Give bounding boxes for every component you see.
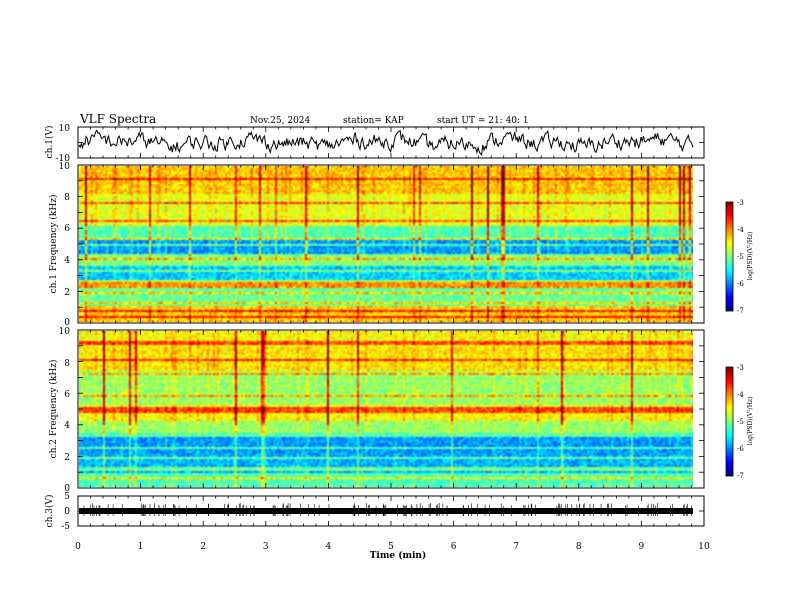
ch2-cbar-tick-e: -7 bbox=[737, 472, 744, 480]
ch1-colorbar-gradient bbox=[725, 201, 734, 312]
time-axis-ticks: 0 1 2 3 4 5 6 7 8 9 10 bbox=[75, 542, 710, 552]
ch1-spec-ylabel: ch.1 Frequency (kHz) bbox=[48, 195, 59, 294]
time-tick-label: 6 bbox=[451, 542, 457, 552]
ch3-waveform-panel: 5 0 -5 ch.3(V) bbox=[44, 492, 705, 532]
time-tick-label: 7 bbox=[513, 542, 519, 552]
ch3-ytick-mid: 0 bbox=[64, 507, 70, 517]
ch2-cbar-label: log(PSD)(V²/Hz) bbox=[747, 397, 754, 446]
ch1-ylabel: ch.1(V) bbox=[44, 126, 55, 159]
ch3-ylabel: ch.3(V) bbox=[44, 495, 55, 528]
ch3-waveform-ticks bbox=[77, 495, 705, 527]
ch1-spectrogram-image bbox=[79, 166, 693, 322]
ch2-spec-ytick-8: 8 bbox=[64, 359, 70, 369]
time-tick-label: 0 bbox=[75, 542, 81, 552]
time-tick-label: 3 bbox=[263, 542, 269, 552]
ch1-cbar-tick-c: -5 bbox=[737, 253, 744, 261]
ch1-spec-ytick-0: 0 bbox=[64, 318, 70, 328]
ch2-cbar-tick-d: -6 bbox=[737, 445, 744, 453]
time-tick-label: 5 bbox=[388, 542, 394, 552]
time-tick-label: 2 bbox=[200, 542, 206, 552]
ch3-waveform-spikes bbox=[83, 503, 692, 516]
ch1-waveform-ticks bbox=[77, 126, 705, 159]
ch1-cbar-tick-b: -4 bbox=[737, 226, 744, 234]
ch2-spec-ytick-0: 0 bbox=[64, 484, 70, 494]
time-tick-label: 4 bbox=[326, 542, 332, 552]
ch2-colorbar: -3 -4 -5 -6 -7 log(PSD)(V²/Hz) bbox=[725, 364, 754, 480]
ch2-cbar-tick-c: -5 bbox=[737, 418, 744, 426]
ch1-spectrogram-ticks bbox=[77, 164, 705, 324]
figure-title: VLF Spectra bbox=[79, 112, 156, 126]
ch1-cbar-tick-e: -7 bbox=[737, 307, 744, 315]
ch2-spec-ytick-4: 4 bbox=[64, 421, 70, 431]
start-time-label: start UT = 21: 40: 1 bbox=[437, 116, 529, 126]
ch2-spec-ytick-6: 6 bbox=[64, 390, 70, 400]
ch2-spectrogram-panel: 0 2 4 6 8 10 ch.2 Frequency (kHz) bbox=[48, 327, 705, 494]
time-axis-label: Time (min) bbox=[370, 550, 427, 561]
ch1-spec-ytick-8: 8 bbox=[64, 193, 70, 203]
time-tick-label: 9 bbox=[639, 542, 645, 552]
time-tick-label: 10 bbox=[698, 542, 710, 552]
ch1-cbar-tick-d: -6 bbox=[737, 280, 744, 288]
ch1-spectrogram-panel: 0 2 4 6 8 10 ch.1 Frequency (kHz) bbox=[48, 162, 705, 328]
ch1-waveform-panel: 10 -10 ch.1(V) bbox=[44, 124, 705, 164]
ch2-spectrogram-ticks bbox=[77, 329, 705, 489]
ch1-ytick-bottom: -10 bbox=[56, 154, 71, 164]
ch3-ytick-bottom: -5 bbox=[61, 522, 70, 532]
ch1-spec-ytick-6: 6 bbox=[64, 224, 70, 234]
ch1-cbar-label: log(PSD)(V²/Hz) bbox=[747, 232, 754, 281]
ch2-cbar-tick-a: -3 bbox=[737, 364, 744, 372]
ch1-waveform-trace bbox=[78, 129, 694, 157]
ch2-spec-ylabel: ch.2 Frequency (kHz) bbox=[48, 360, 59, 459]
time-tick-label: 1 bbox=[138, 542, 144, 552]
ch1-cbar-tick-a: -3 bbox=[737, 199, 744, 207]
ch3-ytick-top: 5 bbox=[64, 492, 70, 502]
ch1-spec-ytick-10: 10 bbox=[59, 162, 71, 172]
ch1-colorbar: -3 -4 -5 -6 -7 log(PSD)(V²/Hz) bbox=[725, 199, 754, 315]
ch1-spec-ytick-4: 4 bbox=[64, 256, 70, 266]
date-label: Nov.25, 2024 bbox=[250, 116, 311, 126]
ch2-spec-ytick-2: 2 bbox=[64, 453, 70, 463]
ch1-ytick-top: 10 bbox=[59, 124, 71, 134]
ch2-spectrogram-image bbox=[79, 331, 693, 487]
ch2-colorbar-gradient bbox=[725, 366, 734, 477]
station-label: station= KAP bbox=[343, 116, 404, 126]
ch1-spec-ytick-2: 2 bbox=[64, 288, 70, 298]
ch2-spec-ytick-10: 10 bbox=[59, 327, 71, 337]
ch2-cbar-tick-b: -4 bbox=[737, 391, 744, 399]
time-tick-label: 8 bbox=[576, 542, 582, 552]
